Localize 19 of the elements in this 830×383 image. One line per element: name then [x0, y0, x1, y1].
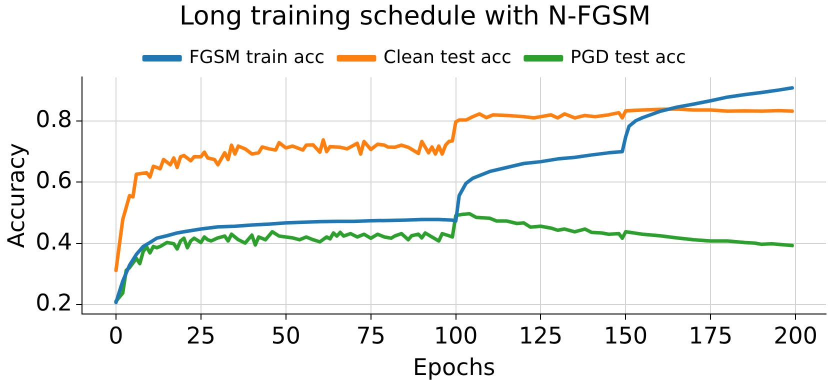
x-axis-title: Epochs — [412, 355, 496, 382]
y-tick-label: 0.4 — [36, 229, 72, 256]
y-axis-title: Accuracy — [4, 142, 30, 248]
x-tick-label: 200 — [774, 324, 818, 350]
y-tick-label: 0.6 — [36, 168, 72, 194]
legend-label: FGSM train acc — [189, 46, 325, 68]
x-tick-label: 150 — [604, 324, 648, 350]
y-tick-label: 0.2 — [36, 290, 72, 317]
x-tick-label: 125 — [518, 324, 563, 350]
x-tick-label: 175 — [688, 324, 733, 350]
x-tick-label: 25 — [186, 324, 216, 350]
x-tick-label: 75 — [356, 324, 386, 350]
legend-label: PGD test acc — [570, 46, 686, 68]
x-tick-label: 50 — [271, 324, 301, 350]
chart-title: Long training schedule with N-FGSM — [179, 1, 651, 32]
y-tick-label: 0.8 — [36, 106, 72, 133]
x-tick-label: 0 — [108, 324, 124, 350]
x-tick-label: 100 — [434, 324, 478, 350]
legend-label: Clean test acc — [384, 46, 512, 68]
